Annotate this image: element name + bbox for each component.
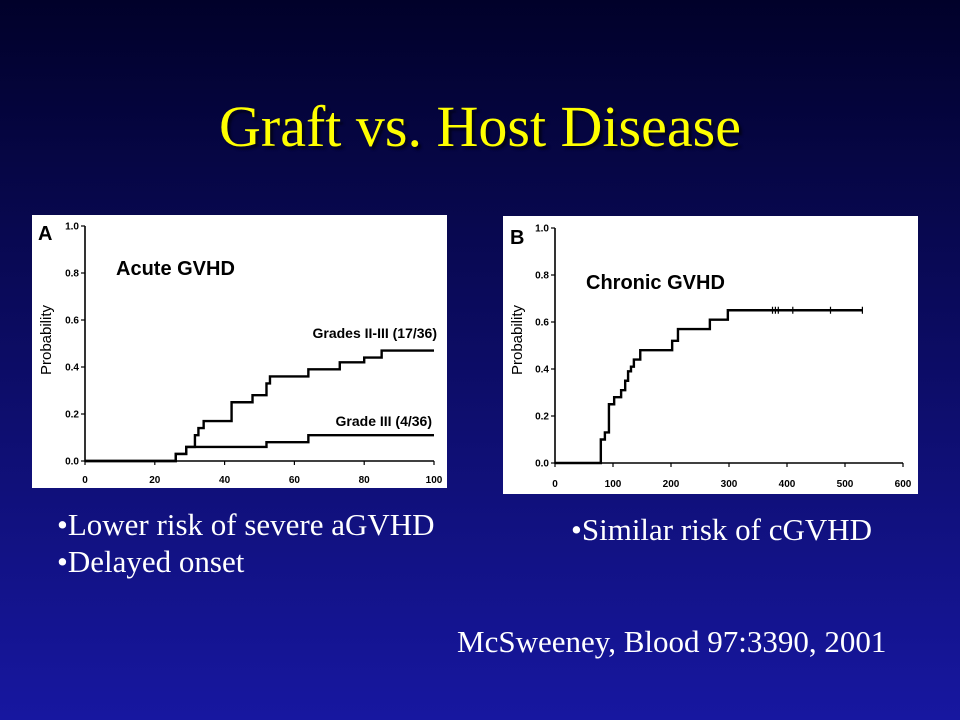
x-tick-label: 300 bbox=[721, 479, 738, 490]
bullet-similar-risk-cgvhd: •Similar risk of cGVHD bbox=[571, 512, 873, 547]
y-tick-label: 1.0 bbox=[535, 224, 549, 235]
series-label-grades-ii-iii: Grades II-III (17/36) bbox=[313, 325, 438, 341]
x-tick-label: 0 bbox=[82, 475, 88, 486]
right-bullet-list: •Similar risk of cGVHD bbox=[571, 511, 872, 548]
x-tick-label: 500 bbox=[837, 479, 854, 490]
y-tick-label: 0.8 bbox=[535, 271, 549, 282]
curves-a bbox=[85, 349, 434, 463]
y-axis-label-a: Probability bbox=[38, 304, 55, 375]
chronic-gvhd-chart: B Chronic GVHD Probability 0.00.20.40.60… bbox=[509, 224, 912, 491]
curves-b bbox=[555, 306, 863, 465]
chart-title-acute-gvhd: Acute GVHD bbox=[116, 258, 235, 280]
y-axis-label-b: Probability bbox=[509, 304, 526, 375]
panel-letter-b: B bbox=[510, 227, 524, 249]
y-tick-label: 0.0 bbox=[535, 459, 549, 470]
series-label-grade-iii: Grade III (4/36) bbox=[336, 413, 432, 429]
x-tick-label: 60 bbox=[289, 475, 301, 486]
series-line-grade-iii-4-36 bbox=[85, 433, 434, 463]
x-tick-label: 20 bbox=[149, 475, 161, 486]
y-tick-label: 0.6 bbox=[65, 316, 79, 327]
y-tick-label: 0.2 bbox=[535, 412, 549, 423]
x-tick-label: 400 bbox=[779, 479, 796, 490]
y-tick-label: 0.0 bbox=[65, 457, 79, 468]
left-bullet-list: •Lower risk of severe aGVHD •Delayed ons… bbox=[57, 506, 435, 580]
x-tick-label: 100 bbox=[426, 475, 443, 486]
acute-gvhd-chart: A Acute GVHD Probability Grades II-III (… bbox=[38, 222, 443, 487]
x-tick-label: 80 bbox=[359, 475, 371, 486]
x-tick-label: 600 bbox=[895, 479, 912, 490]
x-tick-label: 100 bbox=[605, 479, 622, 490]
x-tick-label: 200 bbox=[663, 479, 680, 490]
y-tick-label: 0.8 bbox=[65, 269, 79, 280]
y-tick-label: 0.4 bbox=[535, 365, 549, 376]
chart-title-chronic-gvhd: Chronic GVHD bbox=[586, 272, 725, 294]
x-tick-label: 0 bbox=[552, 479, 558, 490]
chart-panel-a: A Acute GVHD Probability Grades II-III (… bbox=[32, 215, 447, 488]
x-tick-label: 40 bbox=[219, 475, 231, 486]
bullet-lower-risk-severe-agvhd: •Lower risk of severe aGVHD bbox=[57, 507, 435, 542]
chart-panel-b: B Chronic GVHD Probability 0.0 0.2 0.4 0.6 0… bbox=[503, 216, 918, 494]
y-tick-label: 0.2 bbox=[65, 410, 79, 421]
bullet-delayed-onset: •Delayed onset bbox=[57, 544, 245, 579]
panel-letter-a: A bbox=[38, 223, 52, 245]
axes-b: 0.0 0.2 0.4 0.6 0.8 1.0 0 100 200 300 400 500 600 bbox=[535, 224, 912, 491]
series-line-chronic-gvhd bbox=[555, 309, 863, 465]
slide-title: Graft vs. Host Disease bbox=[219, 94, 741, 159]
series-line-grades-ii-iii-17-36 bbox=[85, 349, 434, 463]
y-tick-label: 1.0 bbox=[65, 222, 79, 233]
y-tick-label: 0.4 bbox=[65, 363, 79, 374]
y-tick-label: 0.6 bbox=[535, 318, 549, 329]
citation: McSweeney, Blood 97:3390, 2001 bbox=[457, 624, 887, 659]
